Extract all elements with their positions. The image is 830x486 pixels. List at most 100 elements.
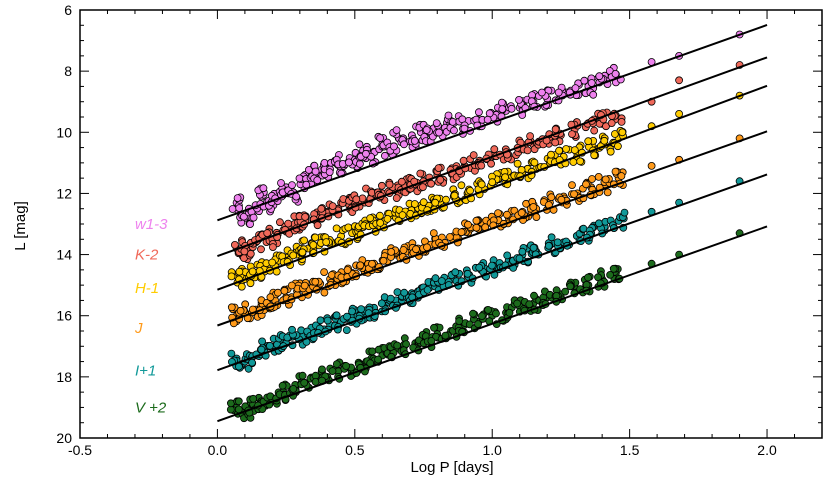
- data-point: [248, 267, 257, 276]
- data-point: [617, 118, 626, 126]
- data-point: [501, 173, 510, 182]
- data-point: [344, 158, 353, 167]
- data-point: [343, 312, 351, 321]
- data-point: [249, 213, 258, 222]
- data-point: [570, 146, 579, 155]
- data-point: [538, 88, 546, 97]
- data-point: [257, 245, 265, 254]
- data-point: [383, 214, 392, 223]
- y-tick-label: 16: [56, 308, 72, 324]
- data-point: [490, 145, 499, 154]
- data-point: [237, 282, 246, 291]
- y-tick-label: 6: [64, 2, 72, 18]
- data-point: [457, 228, 466, 237]
- data-point: [246, 249, 255, 258]
- data-point: [313, 221, 322, 230]
- data-point: [275, 218, 284, 227]
- data-point: [566, 282, 575, 291]
- data-point: [594, 172, 603, 181]
- data-point: [518, 247, 527, 256]
- data-point: [620, 208, 629, 217]
- y-tick-label: 10: [56, 124, 72, 140]
- data-point: [400, 288, 409, 297]
- data-point: [356, 261, 365, 270]
- data-point: [444, 111, 453, 120]
- data-point: [309, 241, 318, 249]
- data-point: [497, 98, 506, 107]
- data-point: [400, 140, 408, 149]
- data-point: [488, 178, 497, 187]
- data-point: [239, 212, 248, 221]
- data-point: [332, 311, 341, 320]
- data-point: [284, 219, 293, 228]
- data-point: [227, 303, 236, 312]
- data-point: [555, 146, 563, 155]
- data-point: [472, 223, 481, 232]
- data-point: [445, 233, 454, 241]
- data-point: [429, 229, 438, 238]
- data-point: [595, 219, 603, 228]
- y-tick-label: 8: [64, 63, 72, 79]
- data-point: [606, 270, 614, 279]
- data-point: [517, 165, 526, 174]
- data-point: [589, 90, 598, 99]
- x-tick-label: 0.5: [345, 442, 365, 458]
- data-point: [328, 367, 337, 376]
- data-point: [427, 179, 436, 188]
- data-point: [301, 212, 310, 221]
- data-point: [611, 167, 620, 176]
- data-point: [317, 204, 326, 213]
- y-tick-label: 20: [56, 430, 72, 446]
- data-point: [418, 183, 427, 192]
- data-point: [343, 266, 352, 274]
- data-point: [590, 126, 599, 135]
- data-point: [498, 105, 507, 113]
- data-point: [268, 243, 277, 252]
- data-point: [515, 96, 523, 104]
- data-point: [584, 273, 592, 282]
- data-point: [227, 272, 236, 281]
- data-point: [361, 149, 370, 158]
- data-point: [561, 287, 570, 296]
- data-point: [466, 186, 475, 195]
- data-point: [348, 307, 356, 316]
- data-point: [300, 281, 309, 290]
- data-point: [435, 128, 443, 137]
- data-point: [342, 326, 351, 335]
- data-point: [311, 167, 320, 176]
- series-5: [217, 225, 768, 423]
- data-point: [246, 279, 255, 288]
- data-point: [588, 175, 596, 183]
- data-point: [475, 263, 484, 272]
- data-point: [455, 317, 464, 326]
- data-point: [412, 245, 420, 254]
- series-label-2: H-1: [135, 280, 159, 297]
- data-point: [322, 238, 331, 247]
- y-axis-label: L [mag]: [12, 201, 29, 250]
- data-point: [477, 180, 486, 189]
- data-point: [477, 161, 486, 170]
- data-point: [448, 118, 457, 126]
- series-3: [217, 130, 768, 328]
- data-point: [230, 240, 239, 249]
- data-point: [389, 142, 398, 151]
- data-point: [357, 305, 366, 314]
- data-point: [332, 224, 341, 233]
- x-axis-label: Log P [days]: [410, 459, 493, 476]
- plot-frame: [79, 9, 823, 439]
- data-point: [377, 299, 386, 308]
- data-point: [576, 157, 584, 166]
- data-point: [507, 104, 516, 113]
- data-point: [376, 218, 385, 227]
- data-point: [316, 316, 325, 325]
- data-point: [295, 174, 304, 183]
- data-point: [235, 267, 244, 276]
- data-point: [547, 193, 556, 202]
- data-point: [236, 306, 245, 315]
- fit-line: [217, 84, 768, 291]
- data-point: [523, 146, 532, 155]
- data-point: [568, 130, 576, 139]
- data-point: [590, 151, 599, 160]
- data-point: [289, 384, 298, 393]
- data-point: [265, 341, 274, 350]
